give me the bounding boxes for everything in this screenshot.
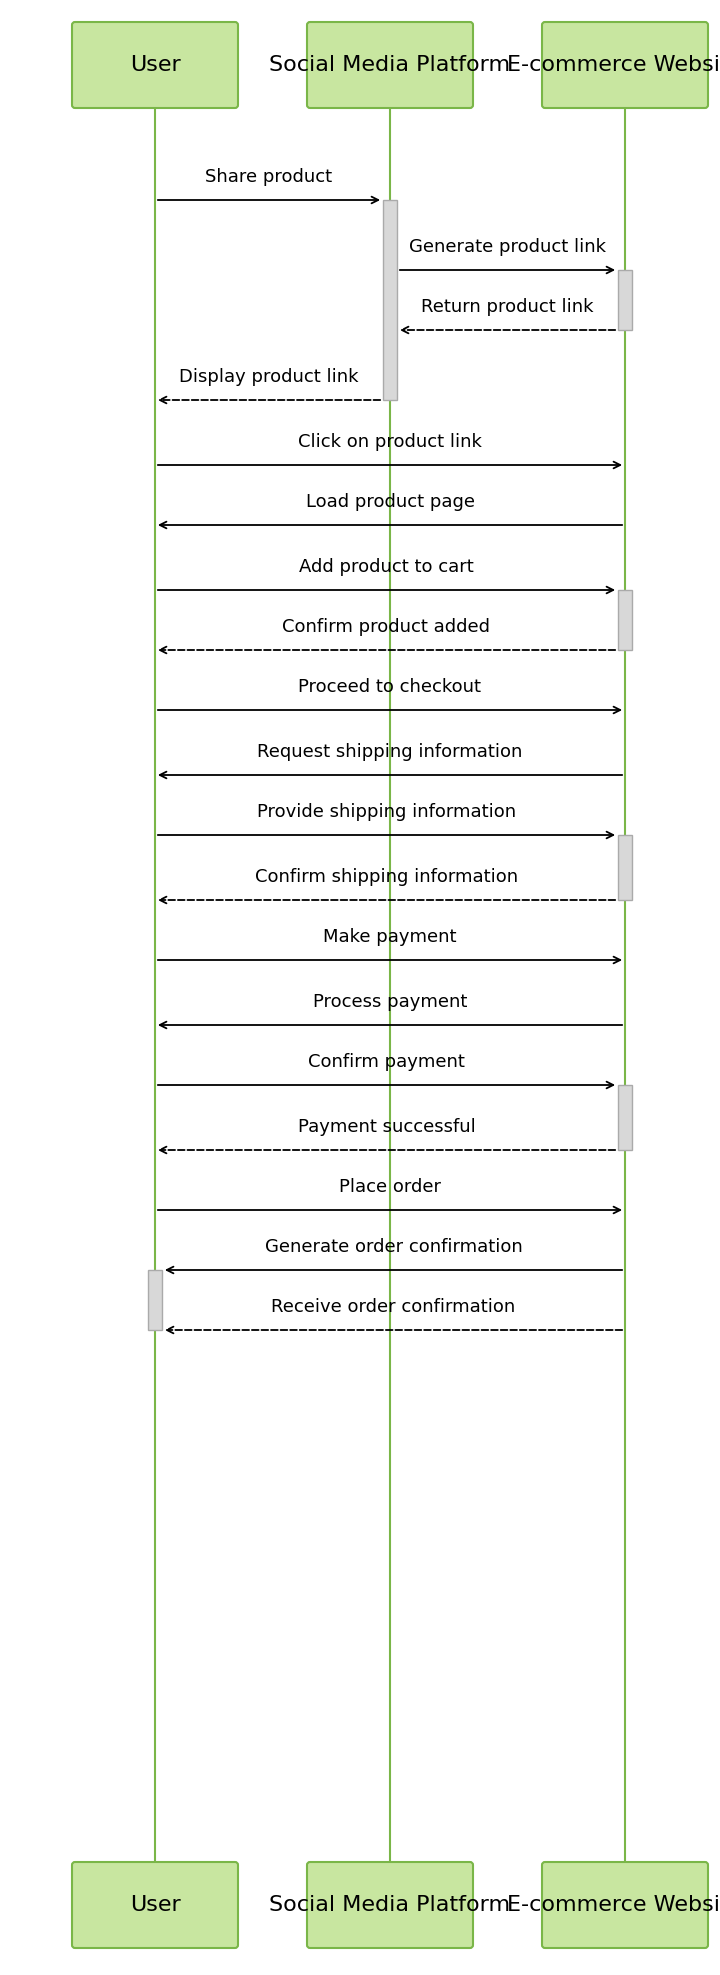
Text: Make payment: Make payment [323, 928, 456, 946]
Text: Receive order confirmation: Receive order confirmation [271, 1298, 516, 1315]
Text: Generate product link: Generate product link [409, 239, 606, 257]
Bar [618, 1084, 632, 1149]
FancyBboxPatch shape [307, 1862, 473, 1947]
Text: Confirm payment: Confirm payment [308, 1053, 465, 1070]
Text: Place order: Place order [339, 1177, 441, 1197]
Text: User: User [130, 55, 181, 75]
Text: Proceed to checkout: Proceed to checkout [299, 677, 482, 695]
Text: Confirm shipping information: Confirm shipping information [255, 867, 518, 887]
Text: Add product to cart: Add product to cart [299, 559, 474, 577]
Text: Load product page: Load product page [305, 494, 474, 512]
Bar [618, 835, 632, 901]
Text: E-commerce Website: E-commerce Website [508, 1894, 720, 1916]
FancyBboxPatch shape [542, 22, 708, 109]
Text: Generate order confirmation: Generate order confirmation [265, 1238, 523, 1256]
Text: Confirm product added: Confirm product added [282, 618, 490, 636]
FancyBboxPatch shape [542, 1862, 708, 1947]
Text: E-commerce Website: E-commerce Website [508, 55, 720, 75]
Bar [148, 1270, 162, 1329]
FancyBboxPatch shape [72, 1862, 238, 1947]
Bar [618, 591, 632, 650]
Text: Process payment: Process payment [312, 993, 467, 1011]
Bar [618, 271, 632, 330]
FancyBboxPatch shape [72, 22, 238, 109]
Text: Request shipping information: Request shipping information [257, 743, 523, 760]
Text: Click on product link: Click on product link [298, 433, 482, 450]
Bar [383, 199, 397, 401]
Text: Payment successful: Payment successful [297, 1118, 475, 1136]
Text: User: User [130, 1894, 181, 1916]
Text: Display product link: Display product link [179, 367, 359, 385]
Text: Social Media Platform: Social Media Platform [269, 1894, 510, 1916]
Text: Social Media Platform: Social Media Platform [269, 55, 510, 75]
Text: Provide shipping information: Provide shipping information [257, 804, 516, 822]
FancyBboxPatch shape [307, 22, 473, 109]
Text: Return product link: Return product link [421, 298, 594, 316]
Text: Share product: Share product [205, 168, 333, 186]
